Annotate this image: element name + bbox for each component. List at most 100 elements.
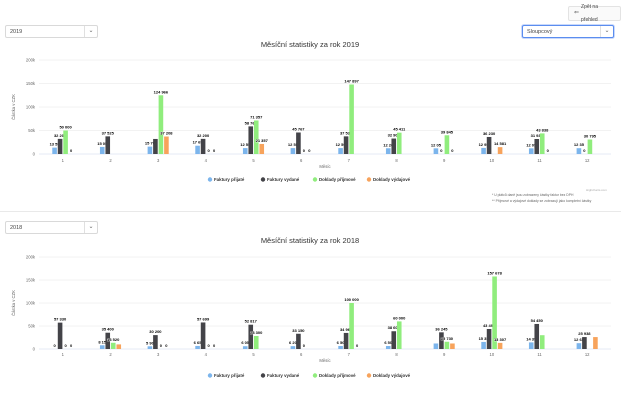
back-to-overview-button[interactable]: ⇐ Zpět na přehled [568, 4, 621, 23]
data-label: 0 [547, 148, 550, 153]
highcharts-credit: Highcharts.com [586, 188, 607, 192]
y-tick-label: 0 [33, 347, 36, 352]
data-label: 31 933 [531, 133, 544, 138]
data-label: 43 493 [483, 323, 496, 328]
x-tick-label: 9 [443, 352, 446, 357]
legend-marker [312, 177, 318, 182]
data-label: 57 330 [54, 317, 67, 322]
chart-title: Měsíční statistiky za rok 2019 [261, 40, 359, 49]
data-label: 34 960 [340, 327, 353, 332]
data-label: 57 699 [197, 316, 210, 321]
x-tick-label: 12 [585, 352, 590, 357]
chart-bar [242, 346, 248, 349]
x-tick-label: 7 [348, 352, 351, 357]
chart-bar [296, 333, 301, 349]
chart-bar [105, 332, 111, 349]
legend-item: Doklady výdajové [373, 177, 411, 182]
legend-item: Faktury přijaté [214, 177, 245, 182]
data-label: 12 20 [383, 142, 394, 147]
chevron-down-icon: ⌄ [84, 26, 97, 37]
data-label: 12 05 [526, 142, 537, 147]
chart-2018: Měsíční statistiky za rok 2018200k150k10… [11, 236, 611, 378]
data-label: 13 520 [107, 337, 120, 342]
chart-bar [110, 342, 116, 349]
chart-bar [587, 139, 593, 154]
legend-marker [207, 177, 213, 182]
data-label: 52 817 [245, 319, 258, 324]
data-label: 0 [451, 148, 454, 153]
legend-marker [312, 373, 318, 378]
chart-bar [444, 341, 450, 349]
data-label: 13 55 [50, 142, 61, 147]
data-label: 6 20 [289, 340, 298, 345]
year-select-2018[interactable]: 2018 ⌄ [5, 221, 98, 234]
legend-item: Doklady výdajové [373, 373, 411, 378]
chart-bar [338, 346, 343, 349]
chart-bar [486, 136, 492, 154]
data-label: 0 [213, 343, 216, 348]
chart-bar [164, 136, 169, 154]
chart-bar [153, 138, 158, 154]
data-label: 39 845 [441, 129, 454, 134]
year-select-2019[interactable]: 2019 ⌄ [5, 25, 98, 38]
data-label: 15 730 [441, 336, 454, 341]
x-axis-title: Měsíc [319, 164, 330, 169]
back-button-label: Zpět na přehled [581, 3, 598, 23]
chart-bar [195, 145, 200, 154]
x-tick-label: 11 [537, 352, 542, 357]
legend-marker [260, 373, 266, 378]
chart-bar [248, 126, 254, 154]
x-tick-label: 9 [443, 158, 446, 163]
chart-bar [391, 331, 397, 349]
chart-bar [253, 335, 259, 349]
x-tick-label: 8 [395, 158, 398, 163]
note-vat: * U plátců daně jsou zobrazeny částky fa… [492, 193, 574, 197]
chart-bar [497, 147, 503, 154]
data-label: 12 35 [574, 142, 585, 147]
data-label: 12 50 [336, 142, 347, 147]
data-label: 157 678 [487, 270, 502, 275]
chart-bar [481, 147, 486, 154]
chart-bar [253, 120, 259, 154]
chevron-down-icon: ⌄ [600, 26, 613, 37]
data-label: 147 897 [344, 78, 359, 83]
data-label: 36 230 [483, 131, 496, 136]
chart-bar [147, 146, 153, 154]
chart-bar [63, 130, 68, 154]
data-label: 30 795 [584, 134, 597, 139]
data-label: 6 05 [241, 340, 250, 345]
data-label: 37 208 [160, 131, 173, 136]
back-arrow-icon: ⇐ [574, 10, 580, 16]
y-tick-label: 100k [26, 301, 36, 306]
data-label: 15 70 [145, 141, 156, 146]
data-label: 28 300 [250, 330, 263, 335]
chart-bar [481, 341, 486, 349]
chart-bar [444, 135, 450, 154]
chart-bar [534, 323, 540, 349]
x-tick-label: 4 [205, 352, 208, 357]
x-tick-label: 10 [489, 158, 494, 163]
data-label: 0 [207, 148, 210, 153]
data-label: 100 000 [344, 297, 359, 302]
note-documents: ** Příjmové a výdajové doklady se zobraz… [492, 199, 592, 203]
legend-item: Faktury vydané [267, 177, 300, 182]
data-label: 12 65 [574, 337, 585, 342]
y-tick-label: 0 [33, 152, 36, 157]
data-label: 0 [53, 343, 56, 348]
chart-bar [200, 322, 206, 349]
data-label: 0 [160, 343, 163, 348]
chart-bar [576, 343, 582, 349]
data-label: 35 400 [102, 327, 115, 332]
chart-type-select[interactable]: Sloupcový ⌄ [522, 25, 614, 38]
chart-bar [492, 276, 497, 349]
data-label: 32 200 [197, 133, 210, 138]
data-label: 25 938 [578, 331, 591, 336]
data-label: 45 767 [292, 126, 305, 131]
data-label: 58 764 [245, 120, 258, 125]
year-select-value: 2019 [10, 29, 23, 35]
data-label: 71 357 [250, 114, 263, 119]
data-label: 5 90 [146, 340, 155, 345]
chart-bar [147, 346, 153, 349]
data-label: 6 50 [384, 340, 393, 345]
data-label: 15 35 [479, 336, 490, 341]
